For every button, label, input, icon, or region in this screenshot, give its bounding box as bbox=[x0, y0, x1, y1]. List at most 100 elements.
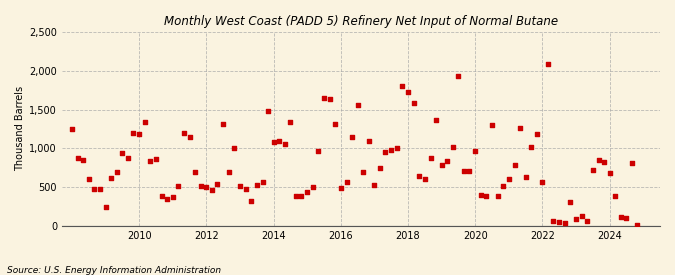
Point bbox=[173, 184, 184, 189]
Point bbox=[599, 160, 610, 164]
Point bbox=[363, 139, 374, 144]
Point bbox=[195, 183, 206, 188]
Point bbox=[464, 169, 475, 173]
Point bbox=[475, 193, 486, 197]
Point bbox=[352, 103, 363, 107]
Point bbox=[251, 183, 262, 187]
Point bbox=[392, 146, 402, 150]
Point bbox=[582, 219, 593, 223]
Point bbox=[67, 127, 78, 131]
Point bbox=[268, 140, 279, 144]
Point bbox=[431, 118, 441, 123]
Point bbox=[616, 214, 626, 219]
Point bbox=[386, 148, 397, 152]
Point bbox=[587, 168, 598, 172]
Point bbox=[504, 177, 514, 182]
Point bbox=[442, 159, 453, 164]
Point bbox=[632, 223, 643, 227]
Point bbox=[291, 194, 302, 199]
Point bbox=[111, 169, 122, 174]
Text: Source: U.S. Energy Information Administration: Source: U.S. Energy Information Administ… bbox=[7, 266, 221, 275]
Point bbox=[358, 169, 369, 174]
Point bbox=[190, 169, 200, 174]
Point bbox=[128, 131, 139, 135]
Point bbox=[151, 157, 161, 161]
Point bbox=[543, 62, 554, 66]
Point bbox=[324, 97, 335, 101]
Point bbox=[341, 180, 352, 185]
Point bbox=[492, 194, 503, 199]
Point bbox=[514, 126, 525, 130]
Point bbox=[274, 138, 285, 143]
Point bbox=[167, 195, 178, 199]
Point bbox=[537, 180, 548, 184]
Point bbox=[497, 184, 508, 189]
Point bbox=[554, 220, 564, 224]
Point bbox=[78, 158, 88, 162]
Point bbox=[414, 174, 425, 178]
Point bbox=[526, 145, 537, 149]
Point bbox=[106, 176, 117, 180]
Point bbox=[487, 123, 497, 127]
Point bbox=[593, 158, 604, 162]
Point bbox=[296, 193, 307, 198]
Point bbox=[335, 186, 346, 190]
Point bbox=[610, 193, 621, 198]
Point bbox=[402, 89, 413, 94]
Point bbox=[157, 193, 167, 198]
Point bbox=[408, 100, 419, 105]
Point bbox=[565, 200, 576, 204]
Point bbox=[531, 132, 542, 137]
Point bbox=[257, 180, 268, 185]
Point bbox=[95, 187, 105, 192]
Point bbox=[246, 199, 256, 203]
Point bbox=[72, 155, 83, 160]
Point bbox=[89, 186, 100, 191]
Point bbox=[162, 197, 173, 201]
Point bbox=[140, 120, 151, 124]
Title: Monthly West Coast (PADD 5) Refinery Net Input of Normal Butane: Monthly West Coast (PADD 5) Refinery Net… bbox=[164, 15, 558, 28]
Point bbox=[626, 161, 637, 165]
Point bbox=[319, 96, 329, 100]
Point bbox=[229, 145, 240, 150]
Point bbox=[604, 171, 615, 175]
Point bbox=[207, 188, 217, 192]
Point bbox=[178, 131, 189, 135]
Point bbox=[235, 184, 246, 189]
Point bbox=[419, 177, 430, 182]
Point bbox=[576, 214, 587, 218]
Point bbox=[380, 150, 391, 154]
Point bbox=[279, 142, 290, 147]
Point bbox=[184, 134, 195, 139]
Point bbox=[212, 182, 223, 186]
Y-axis label: Thousand Barrels: Thousand Barrels bbox=[15, 86, 25, 172]
Point bbox=[84, 177, 95, 182]
Point bbox=[397, 84, 408, 89]
Point bbox=[453, 74, 464, 78]
Point bbox=[481, 194, 491, 199]
Point bbox=[123, 156, 134, 161]
Point bbox=[240, 187, 251, 192]
Point bbox=[570, 217, 581, 221]
Point bbox=[201, 185, 212, 189]
Point bbox=[369, 183, 380, 187]
Point bbox=[308, 185, 319, 189]
Point bbox=[470, 149, 481, 154]
Point bbox=[313, 149, 324, 154]
Point bbox=[425, 156, 436, 161]
Point bbox=[329, 122, 340, 127]
Point bbox=[145, 158, 156, 163]
Point bbox=[223, 169, 234, 174]
Point bbox=[218, 122, 229, 127]
Point bbox=[100, 205, 111, 210]
Point bbox=[621, 216, 632, 220]
Point bbox=[117, 151, 128, 155]
Point bbox=[285, 120, 296, 124]
Point bbox=[346, 135, 357, 140]
Point bbox=[134, 131, 144, 136]
Point bbox=[459, 169, 470, 173]
Point bbox=[436, 163, 447, 167]
Point bbox=[520, 175, 531, 179]
Point bbox=[509, 163, 520, 167]
Point bbox=[302, 189, 313, 194]
